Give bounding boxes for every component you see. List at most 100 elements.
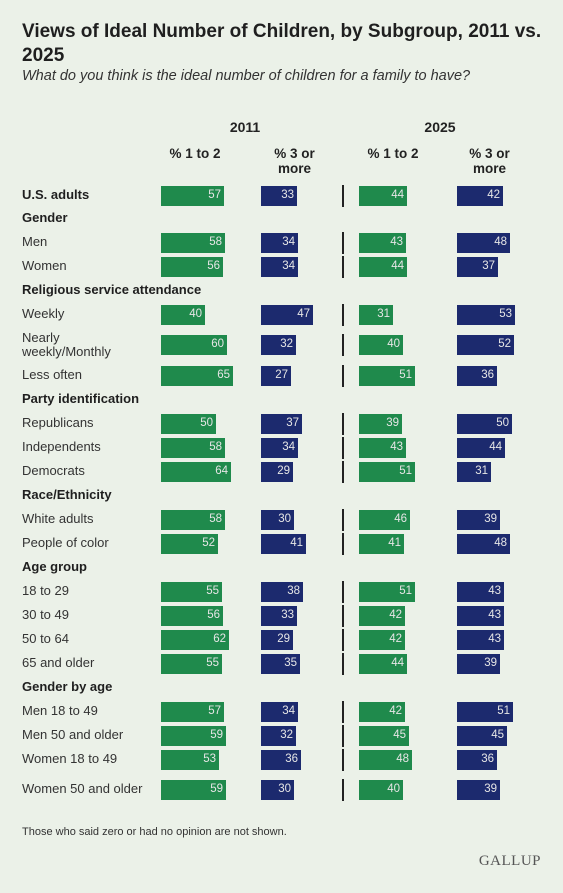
bar-30-to-49-2025-3plus: 43 [457,606,504,626]
year-divider [342,304,344,326]
row-label-nearly-weekly-monthly: Nearly weekly/Monthly [22,330,111,359]
value-label: 41 [388,537,401,549]
group-label-gender-by-age: Gender by age [22,679,113,694]
bar-weekly-2011-1to2: 40 [161,305,205,325]
value-label: 44 [391,189,404,201]
value-label: 33 [281,189,294,201]
bar-30-to-49-2011-3plus: 33 [261,606,297,626]
bar-white-adults-2025-3plus: 39 [457,510,500,530]
value-label: 43 [488,609,501,621]
bar-u-s-adults-2011-1to2: 57 [161,186,224,206]
value-label: 34 [282,705,295,717]
value-label: 37 [482,260,495,272]
value-label: 33 [281,609,294,621]
value-label: 43 [488,585,501,597]
row-label-18-to-29: 18 to 29 [22,583,69,598]
value-label: 47 [297,308,310,320]
value-label: 39 [386,417,399,429]
value-label: 50 [496,417,509,429]
bar-men-2025-3plus: 48 [457,233,510,253]
bar-men-50-and-older-2025-3plus: 45 [457,726,507,746]
bar-republicans-2011-1to2: 50 [161,414,216,434]
year-divider [342,581,344,603]
value-label: 48 [494,236,507,248]
bar-republicans-2011-3plus: 37 [261,414,302,434]
group-label-race-ethnicity: Race/Ethnicity [22,487,112,502]
year-divider [342,653,344,675]
value-label: 62 [213,633,226,645]
row-label-men-50-and-older: Men 50 and older [22,727,124,742]
value-label: 39 [484,657,497,669]
value-label: 53 [203,753,216,765]
bar-65-and-older-2025-3plus: 39 [457,654,500,674]
value-label: 48 [494,537,507,549]
bar-independents-2011-3plus: 34 [261,438,298,458]
value-label: 32 [280,729,293,741]
chart-subtitle: What do you think is the ideal number of… [22,68,471,84]
value-label: 57 [208,705,221,717]
bar-30-to-49-2025-1to2: 42 [359,606,405,626]
value-label: 34 [282,260,295,272]
year-divider [342,365,344,387]
bar-women-18-to-49-2025-3plus: 36 [457,750,497,770]
bar-democrats-2011-1to2: 64 [161,462,231,482]
year-divider [342,725,344,747]
group-label-party-identification: Party identification [22,391,140,406]
value-label: 51 [399,369,412,381]
value-label: 42 [389,633,402,645]
bar-democrats-2025-3plus: 31 [457,462,491,482]
bar-people-of-color-2011-3plus: 41 [261,534,306,554]
row-label-65-and-older: 65 and older [22,655,95,670]
bar-weekly-2011-3plus: 47 [261,305,313,325]
year-heading-2025: 2025 [424,119,456,135]
bar-u-s-adults-2025-1to2: 44 [359,186,407,206]
year-divider [342,461,344,483]
bar-people-of-color-2025-3plus: 48 [457,534,510,554]
value-label: 32 [280,338,293,350]
value-label: 44 [391,657,404,669]
bar-democrats-2025-1to2: 51 [359,462,415,482]
group-label-u-s-adults: U.S. adults [22,187,90,202]
value-label: 52 [202,537,215,549]
bar-men-2011-3plus: 34 [261,233,298,253]
row-label-men-18-to-49: Men 18 to 49 [22,703,98,718]
group-label-religious-service-attendance: Religious service attendance [22,282,202,297]
bar-less-often-2011-3plus: 27 [261,366,291,386]
value-label: 27 [275,369,288,381]
value-label: 55 [206,585,219,597]
bar-weekly-2025-3plus: 53 [457,305,515,325]
value-label: 34 [282,236,295,248]
row-label-weekly: Weekly [22,306,65,321]
bar-women-2011-3plus: 34 [261,257,298,277]
bar-white-adults-2011-1to2: 58 [161,510,225,530]
year-divider [342,749,344,771]
value-label: 43 [488,633,501,645]
bar-women-50-and-older-2025-1to2: 40 [359,780,403,800]
value-label: 41 [290,537,303,549]
value-label: 36 [481,753,494,765]
bar-nearly-weekly-monthly-2011-3plus: 32 [261,335,296,355]
bar-women-18-to-49-2025-1to2: 48 [359,750,412,770]
bar-women-18-to-49-2011-1to2: 53 [161,750,219,770]
value-label: 39 [484,783,497,795]
value-label: 56 [207,260,220,272]
row-label-men: Men [22,234,48,249]
value-label: 56 [207,609,220,621]
bar-independents-2025-1to2: 43 [359,438,406,458]
value-label: 29 [277,465,290,477]
row-label-women: Women [22,258,67,273]
value-label: 59 [210,729,223,741]
bar-men-50-and-older-2011-3plus: 32 [261,726,296,746]
bar-men-50-and-older-2011-1to2: 59 [161,726,226,746]
bar-men-18-to-49-2011-3plus: 34 [261,702,298,722]
value-label: 30 [278,513,291,525]
value-label: 58 [209,236,222,248]
value-label: 40 [189,308,202,320]
year-divider [342,413,344,435]
value-label: 31 [475,465,488,477]
col-header-2011-1to2: % 1 to 2 [169,146,221,161]
row-label-democrats: Democrats [22,463,85,478]
bar-men-18-to-49-2025-1to2: 42 [359,702,405,722]
bar-18-to-29-2025-1to2: 51 [359,582,415,602]
row-label-30-to-49: 30 to 49 [22,607,69,622]
